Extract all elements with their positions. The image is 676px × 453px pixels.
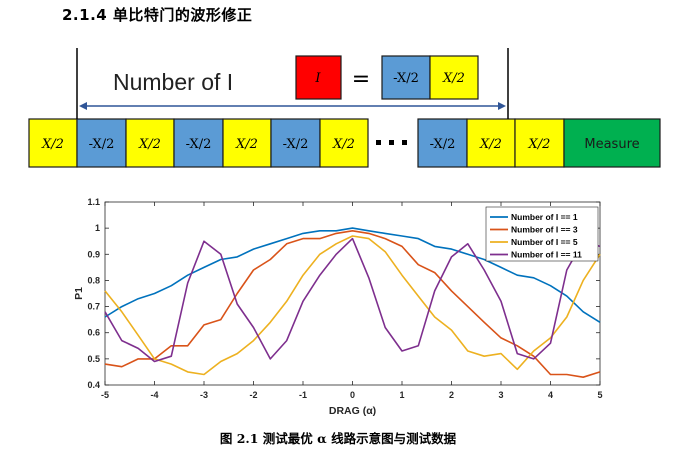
pulse-block	[222, 118, 272, 168]
pulse-block	[417, 118, 468, 168]
legend-box	[485, 206, 599, 262]
ellipsis-dot	[389, 140, 394, 145]
series-line	[104, 235, 601, 376]
identity-label: I	[314, 71, 321, 86]
series-line	[104, 227, 601, 323]
pulse-label: X/2	[138, 137, 161, 152]
legend-entry: Number of I == 3	[511, 225, 578, 235]
pulse-label: X/2	[41, 137, 64, 152]
pulse-block	[319, 118, 369, 168]
x-tick-label: -3	[200, 390, 208, 400]
range-label: Number of I	[113, 69, 233, 95]
x-tick-label: 3	[498, 390, 503, 400]
pulse-label: Measure	[584, 137, 639, 152]
y-tick-label: 0.8	[87, 275, 100, 285]
y-tick-label: 1	[95, 223, 100, 233]
equation-pulse-block	[429, 55, 479, 100]
pulse-label: -X/2	[283, 137, 309, 152]
measure-block	[563, 118, 661, 168]
arrow-right-head	[498, 102, 506, 110]
x-tick-label: 5	[597, 390, 602, 400]
x-tick-label: -4	[150, 390, 158, 400]
section-heading: 2.1.4 单比特门的波形修正	[62, 6, 253, 24]
y-tick-label: 1.1	[87, 197, 100, 207]
x-tick-label: -2	[249, 390, 257, 400]
x-tick-label: -1	[299, 390, 307, 400]
y-tick-label: 0.4	[87, 380, 100, 390]
x-tick-label: -5	[101, 390, 109, 400]
pulse-label: X/2	[528, 137, 551, 152]
x-axis-label: DRAG (α)	[329, 405, 376, 417]
ellipsis-dot	[376, 140, 381, 145]
pulse-label: -X/2	[430, 137, 456, 152]
pulse-label: X/2	[332, 137, 355, 152]
x-tick-label: 1	[399, 390, 404, 400]
ellipsis-dot	[402, 140, 407, 145]
series-line	[104, 230, 601, 379]
pulse-label: -X/2	[89, 137, 115, 152]
y-axis-label: P1	[73, 287, 85, 300]
x-tick-label: 4	[548, 390, 553, 400]
series-line	[104, 237, 601, 363]
y-tick-label: 0.6	[87, 328, 100, 338]
y-tick-label: 0.5	[87, 354, 100, 364]
equals-sign: =	[352, 67, 370, 92]
equation-pulse-label: X/2	[442, 71, 465, 86]
equation-pulse-label: -X/2	[393, 71, 419, 86]
drag-calibration-chart: -5 -4 -3 -2 -1 0 1 2 3 4 5 0.4 0.5 0.6 0.7 0.8 0.9 1 1.1 DR…	[73, 197, 603, 417]
y-tick-label: 0.9	[87, 249, 100, 259]
figure-caption: 图 2.1 测试最优 α 线路示意图与测试数据	[219, 431, 457, 446]
legend-entry: Number of I == 1	[511, 212, 578, 222]
x-tick-label: 0	[350, 390, 355, 400]
y-tick-label: 0.7	[87, 302, 100, 312]
pulse-label: X/2	[235, 137, 258, 152]
pulse-label: -X/2	[186, 137, 212, 152]
pulse-block	[466, 118, 516, 168]
pulse-block	[125, 118, 175, 168]
identity-block	[295, 55, 342, 100]
pulse-label: X/2	[479, 137, 502, 152]
arrow-left-head	[79, 102, 87, 110]
equation-pulse-block	[381, 55, 431, 100]
legend-entry: Number of I == 5	[511, 237, 578, 247]
x-tick-label: 2	[449, 390, 454, 400]
pulse-sequence-diagram: X/2 -X/2 X/2 -X/2 X/2 -X/2 X/2 -X/2 X/2 X/2 Measur…	[28, 48, 661, 168]
legend-entry: Number of I == 11	[511, 250, 582, 260]
pulse-block	[270, 118, 321, 168]
